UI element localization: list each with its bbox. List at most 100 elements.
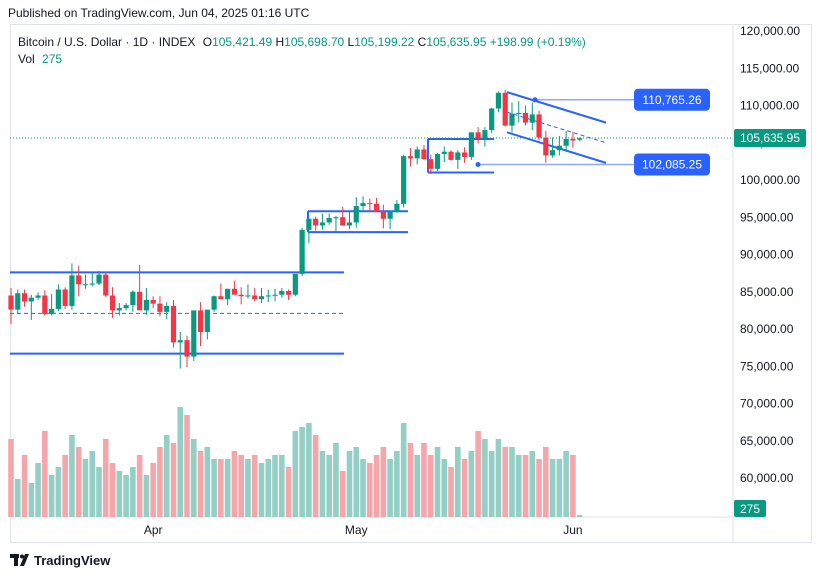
volume-bar [339,471,346,517]
volume-bar [353,447,360,517]
volume-bar [8,439,14,517]
volume-bar [35,463,41,517]
volume-bar [292,431,299,517]
candle-body [109,295,116,311]
volume-bar [157,447,163,517]
volume-bar [48,475,55,517]
candle-body [150,299,156,304]
x-tick-label: May [345,523,368,537]
candle-body [509,113,515,126]
candle-body [434,153,441,169]
volume-bar [69,435,75,517]
candle-body [495,92,502,109]
y-tick-label: 100,000.00 [740,173,800,187]
candle-body [306,218,312,230]
volume-bar [55,467,62,517]
candle-body [265,295,271,297]
candle-body [184,340,190,357]
candle-body [272,294,278,296]
volume-bar [319,451,326,517]
volume-bar [346,451,353,517]
volume-bar [299,427,305,517]
volume-bar [387,459,393,517]
y-tick-label: 85,000.00 [740,285,794,299]
candle-body [468,132,474,157]
volume-bar [536,459,542,517]
candle-body [82,284,89,286]
volume-bar [468,451,475,517]
candle-body [177,340,183,343]
volume-bar [515,455,522,517]
candle-body [245,295,251,297]
volume-bar [251,455,258,517]
candle-body [536,114,542,138]
candle-body [197,310,204,332]
price-label-box [634,88,710,111]
candle-body [170,305,177,343]
candle-body [577,138,583,140]
y-tick-label: 80,000.00 [740,322,794,336]
volume-bar [285,467,292,517]
price-label-box [634,153,710,176]
volume-bar [570,455,576,517]
volume-bar [204,447,211,517]
volume-bar [488,451,495,517]
volume-bar [394,451,400,517]
volume-bar [163,435,170,517]
y-tick-label: 65,000.00 [740,434,794,448]
volume-bar [279,455,285,517]
volume-bar [576,515,583,517]
volume-bar [407,443,414,517]
candle-body [319,222,326,226]
y-tick-label: 120,000.00 [740,24,800,38]
volume-bar [143,475,150,517]
volume-bar [89,451,96,517]
symbol-title: Bitcoin / U.S. Dollar · 1D · INDEX [18,35,196,49]
candle-body [360,203,366,207]
volume-bar [82,459,89,517]
volume-bar [556,459,563,517]
candle-body [448,151,454,160]
candle-body [62,289,68,306]
candle-body [414,149,420,159]
volume-badge-text: 275 [740,502,760,516]
volume-bar [502,447,509,517]
volume-bar [455,447,461,517]
candle-body [461,152,468,157]
candle-body [96,274,102,284]
volume-bar [62,455,68,517]
candle-body [367,203,373,205]
tradingview-logo-icon [10,554,29,566]
candle-body [401,156,407,204]
volume-bar [75,447,82,517]
low-label: L [347,35,355,49]
volume-bar [563,451,569,517]
candle-body [76,275,82,285]
low-marker-dot [475,161,481,167]
volume-bar [28,483,35,517]
volume-bar [475,431,481,517]
volume-bar [136,455,143,517]
volume-bar [529,451,536,517]
volume-value: 275 [42,52,63,66]
volume-bar [170,443,177,517]
y-tick-label: 110,000.00 [740,99,799,113]
footer-brand: TradingView [10,553,110,568]
candle-body [475,132,481,139]
volume-bar [184,415,190,517]
candle-body [340,217,346,226]
candle-body [258,296,265,300]
x-tick-label: Apr [144,523,163,537]
candle-body [550,150,556,156]
candle-body [407,156,414,159]
volume-bar [231,451,238,517]
candle-body [285,291,292,295]
volume-bar [218,459,224,517]
candle-body [428,159,434,169]
candle-body [529,114,535,123]
candle-body [116,308,122,311]
candle-body [130,291,136,306]
volume-bar [272,455,278,517]
y-tick-label: 75,000.00 [740,359,794,373]
